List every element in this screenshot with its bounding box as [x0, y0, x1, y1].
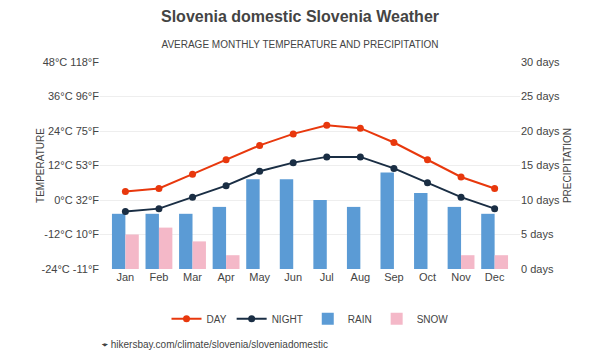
svg-text:Apr: Apr: [218, 271, 235, 283]
svg-text:Mar: Mar: [183, 271, 202, 283]
svg-text:Dec: Dec: [485, 271, 505, 283]
svg-text:20 days: 20 days: [521, 125, 560, 137]
svg-text:24°C 75°F: 24°C 75°F: [48, 125, 99, 137]
svg-text:TEMPERATURE: TEMPERATURE: [35, 128, 46, 203]
svg-text:-24°C -11°F: -24°C -11°F: [42, 263, 100, 275]
svg-text:0 days: 0 days: [521, 263, 554, 275]
svg-text:48°C 118°F: 48°C 118°F: [43, 56, 100, 68]
svg-text:0°C 32°F: 0°C 32°F: [54, 194, 99, 206]
svg-text:SNOW: SNOW: [417, 314, 449, 325]
svg-text:NIGHT: NIGHT: [272, 314, 303, 325]
svg-text:30 days: 30 days: [521, 56, 560, 68]
svg-text:PRECIPITATION: PRECIPITATION: [562, 128, 573, 203]
svg-text:36°C 96°F: 36°C 96°F: [48, 90, 99, 102]
svg-text:Aug: Aug: [351, 271, 371, 283]
svg-text:Jan: Jan: [117, 271, 135, 283]
svg-text:Jun: Jun: [284, 271, 302, 283]
svg-text:RAIN: RAIN: [348, 314, 372, 325]
svg-text:Feb: Feb: [149, 271, 168, 283]
svg-text:10 days: 10 days: [521, 194, 560, 206]
svg-text:⌖ hikersbay.com/climate/sloven: ⌖ hikersbay.com/climate/slovenia/sloveni…: [102, 339, 328, 350]
svg-text:Slovenia domestic Slovenia Wea: Slovenia domestic Slovenia Weather: [161, 8, 439, 25]
svg-text:-12°C 10°F: -12°C 10°F: [44, 228, 99, 240]
svg-text:Sep: Sep: [384, 271, 404, 283]
svg-text:Oct: Oct: [419, 271, 436, 283]
svg-text:DAY: DAY: [207, 314, 227, 325]
svg-text:15 days: 15 days: [521, 159, 560, 171]
svg-text:AVERAGE MONTHLY TEMPERATURE AN: AVERAGE MONTHLY TEMPERATURE AND PRECIPIT…: [161, 39, 438, 50]
svg-text:Jul: Jul: [320, 271, 334, 283]
svg-text:Nov: Nov: [451, 271, 471, 283]
svg-text:25 days: 25 days: [521, 90, 560, 102]
svg-text:May: May: [249, 271, 270, 283]
svg-text:12°C 53°F: 12°C 53°F: [48, 159, 99, 171]
svg-text:5 days: 5 days: [521, 228, 554, 240]
